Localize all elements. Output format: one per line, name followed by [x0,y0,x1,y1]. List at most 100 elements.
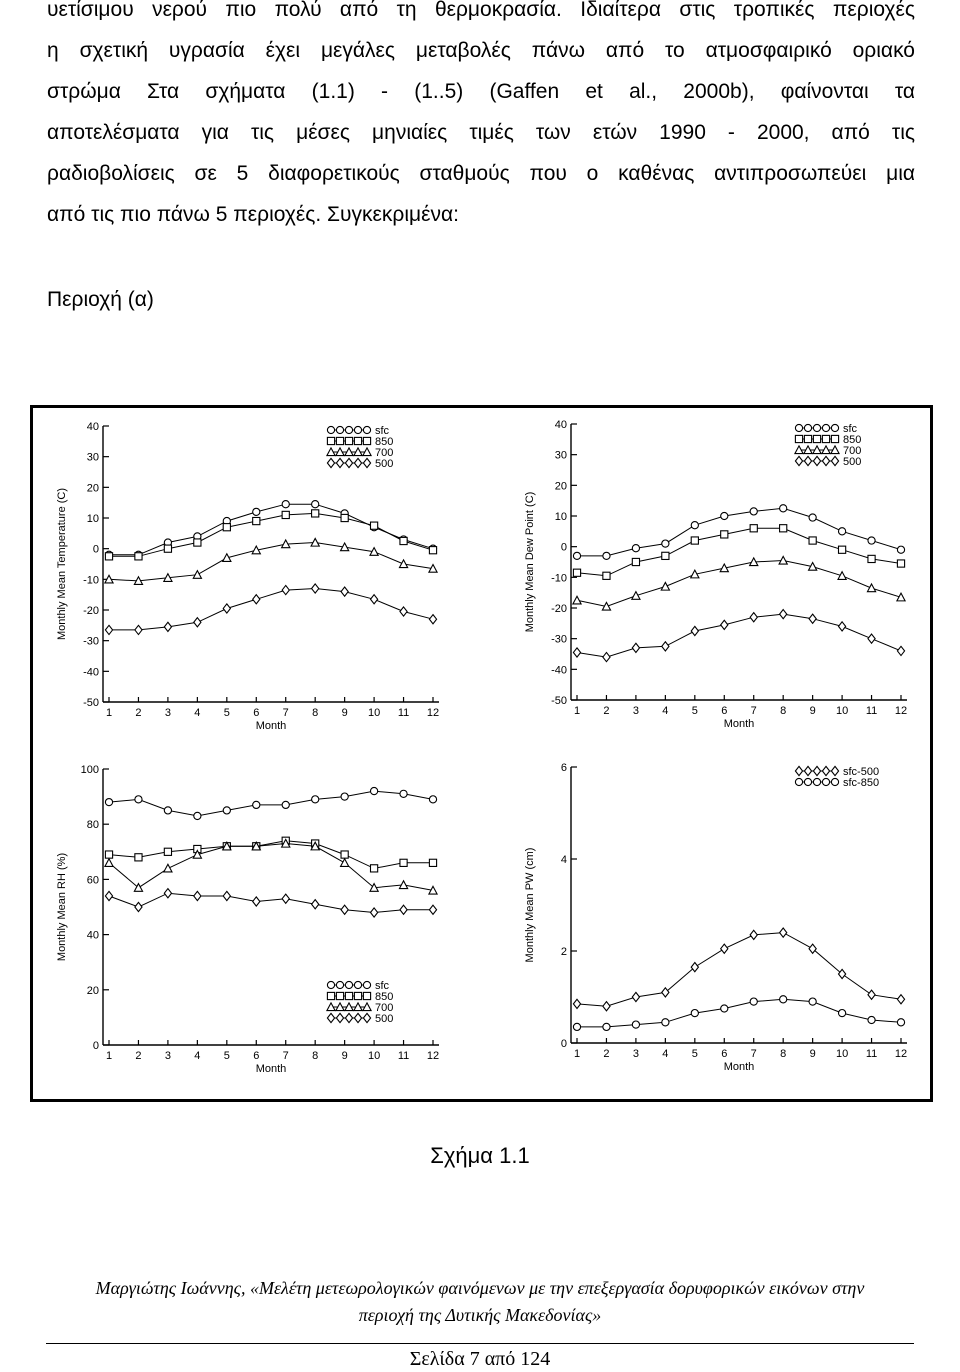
data-point-850 [399,536,408,546]
data-point-sfc-850 [837,1008,847,1018]
y-axis-label: Monthly Mean PW (cm) [524,848,536,963]
legend-marker [325,1001,337,1012]
data-point-500 [749,611,759,623]
legend-label: 500 [843,456,861,468]
x-tick-label: 10 [836,705,848,717]
x-tick-label: 4 [194,1050,200,1062]
data-point-500 [690,625,700,637]
data-point-850 [720,530,729,539]
legend-marker [326,991,336,1001]
data-point-sfc [369,786,379,796]
data-point-500 [369,907,379,919]
x-tick-label: 12 [427,707,439,719]
data-point-sfc-850 [808,997,817,1006]
y-tick-label: -40 [551,664,567,676]
y-tick-label: 0 [561,542,567,554]
legend-marker [344,980,354,990]
x-tick-label: 12 [895,1048,907,1060]
legend-label: 700 [375,1002,393,1014]
x-axis-label: Month [256,720,287,732]
data-point-850 [193,538,202,547]
legend-marker [326,425,336,435]
legend-marker [344,1012,354,1024]
legend-marker [830,765,840,777]
data-point-850 [837,545,847,554]
x-tick-label: 1 [574,705,580,717]
data-point-700 [719,562,730,573]
series-line-sfc [108,790,434,817]
data-point-500 [399,606,408,618]
x-tick-label: 4 [194,707,200,719]
x-tick-label: 4 [662,705,668,717]
data-point-500 [631,642,641,654]
y-axis-label: Monthly Mean RH (%) [56,853,68,961]
series-line-850 [576,527,902,577]
data-point-850 [163,847,173,856]
legend-marker [793,444,805,455]
x-tick-label: 7 [751,705,757,717]
legend-marker [830,434,840,444]
y-axis-label: Monthly Mean Temperature (C) [56,488,68,640]
x-tick-label: 5 [224,1050,230,1062]
data-point-850 [602,571,611,580]
data-point-sfc-500 [690,961,700,973]
data-point-500 [602,651,611,663]
legend-marker [794,765,804,777]
x-axis-label: Month [724,1061,755,1073]
legend-marker [812,423,822,433]
data-point-500 [778,608,788,620]
data-point-500 [281,893,291,905]
legend-marker [362,457,372,469]
data-point-700 [221,552,232,563]
x-tick-label: 9 [342,1050,348,1062]
y-tick-label: 40 [87,930,99,942]
data-point-850 [134,853,143,862]
data-point-700 [339,857,350,867]
legend-marker [821,434,831,444]
data-point-sfc-850 [602,1022,611,1032]
data-point-500 [369,593,379,605]
data-point-500 [837,620,847,632]
data-point-700 [103,857,115,867]
y-tick-label: 2 [561,946,567,958]
legend-label: 700 [843,445,861,457]
data-point-500 [104,890,114,902]
data-point-500 [163,621,173,633]
data-point-700 [571,595,583,605]
x-tick-label: 7 [283,707,289,719]
x-tick-label: 3 [165,707,171,719]
data-point-500 [104,624,114,636]
legend-marker [812,455,822,467]
x-tick-label: 5 [692,705,698,717]
data-point-sfc [808,513,817,522]
legend-label: 850 [375,991,393,1003]
legend-marker [821,455,831,467]
data-point-sfc-850 [720,1004,729,1013]
data-point-850 [104,850,114,859]
data-point-850 [867,554,876,564]
data-point-850 [252,516,261,526]
data-point-sfc [311,795,320,804]
data-point-850 [163,544,173,553]
data-point-850 [631,557,641,567]
data-point-500 [310,898,320,910]
data-point-sfc [222,806,231,815]
data-point-700 [162,572,173,582]
data-point-sfc [281,500,290,509]
data-point-500 [251,593,261,605]
legend-marker [362,436,372,446]
y-tick-label: -20 [551,603,567,615]
y-tick-label: 100 [81,764,99,776]
legend-label: 850 [375,436,393,448]
legend-marker [362,991,372,1001]
legend-marker [343,446,355,457]
data-point-sfc [602,551,611,561]
body-line: υετίσιμου νερού πιο πολύ από τη θερμοκρα… [47,0,915,21]
legend-marker [353,425,363,435]
y-tick-label: 30 [555,450,567,462]
footer-divider [46,1343,914,1344]
data-point-700 [427,563,439,573]
legend-marker [362,425,372,435]
data-point-700 [192,849,203,859]
data-point-850 [369,864,379,873]
